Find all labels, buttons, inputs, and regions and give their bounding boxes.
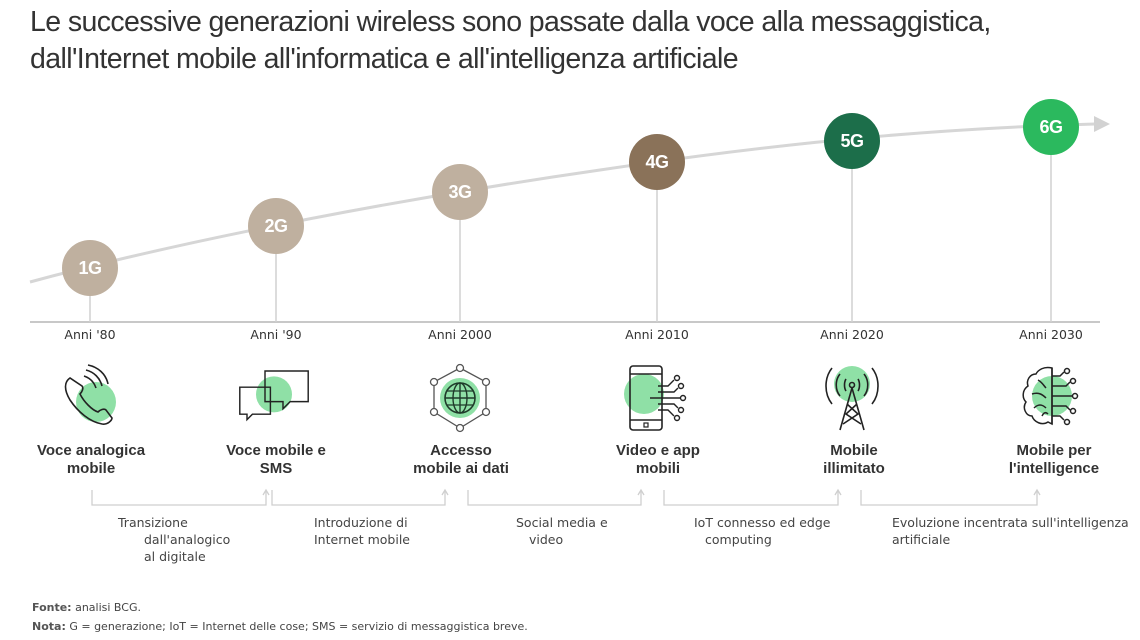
transition-brackets: [91, 488, 1041, 506]
footer-note: Nota: G = generazione; IoT = Internet de…: [32, 620, 528, 633]
transition-1: Transizione dall'analogico al digitale: [118, 515, 231, 564]
stems: [89, 155, 1052, 322]
gen-badge-6g: 6G: [1023, 99, 1079, 155]
smartphone-circuit-icon: [624, 365, 687, 431]
title-line-2: dall'Internet mobile all'informatica e a…: [30, 43, 739, 75]
year-label: Anni 2000: [428, 327, 492, 342]
transition-5: Evoluzione incentrata sull'intelligenza …: [892, 515, 1129, 547]
chat-bubbles-icon: [239, 370, 309, 422]
year-label: Anni '80: [64, 327, 116, 342]
growth-curve: [29, 122, 1096, 284]
curve-arrowhead: [1094, 116, 1110, 132]
page-title: Le successive generazioni wireless sono …: [30, 4, 991, 78]
title-line-1: Le successive generazioni wireless sono …: [30, 6, 991, 38]
transition-2: Introduzione di Internet mobile: [314, 515, 411, 547]
gen-badge-1g: 1G: [62, 240, 118, 296]
gen-label-4g: Video e app mobili: [616, 442, 700, 477]
gen-label-1g: Voce analogica mobile: [36, 442, 146, 477]
radio-tower-icon: [825, 366, 879, 431]
gen-badge-2g: 2G: [248, 198, 304, 254]
gen-badge-4g: 4G: [629, 134, 685, 190]
gen-badge-5g: 5G: [824, 113, 880, 169]
gen-label-2g: Voce mobile e SMS: [226, 442, 326, 477]
year-label: Anni 2010: [625, 327, 689, 342]
year-label: Anni '90: [250, 327, 302, 342]
transition-3: Social media e video: [516, 515, 608, 547]
footer-source: Fonte: analisi BCG.: [32, 601, 141, 614]
brain-circuit-icon: [1022, 366, 1079, 426]
gen-label-6g: Mobile per l'intelligence: [1008, 442, 1100, 477]
gen-badge-3g: 3G: [432, 164, 488, 220]
transition-4: IoT connesso ed edge computing: [694, 515, 831, 547]
gen-label-5g: Mobile illimitato: [823, 442, 885, 477]
globe-network-icon: [429, 363, 491, 433]
phone-icon: [64, 364, 116, 425]
gen-label-3g: Accesso mobile ai dati: [413, 442, 509, 477]
year-label: Anni 2030: [1019, 327, 1083, 342]
year-label: Anni 2020: [820, 327, 884, 342]
